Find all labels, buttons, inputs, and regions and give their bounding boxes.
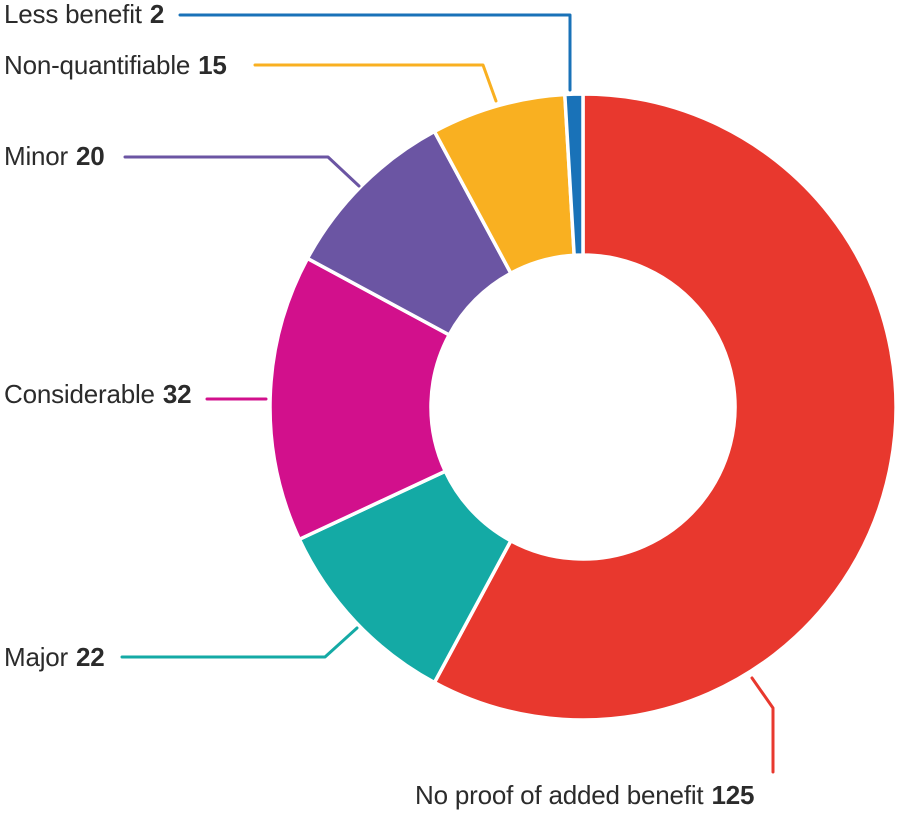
legend-item-no-proof-of-added-benefit: No proof of added benefit 125 [415, 780, 755, 811]
leader-line-major [120, 626, 359, 659]
legend-label: Considerable [4, 379, 155, 409]
legend-label: Less benefit [4, 0, 142, 29]
leader-line-minor [123, 155, 361, 188]
legend-label: Non-quantifiable [4, 50, 191, 80]
legend-value: 20 [76, 141, 105, 171]
leader-line-less-benefit [178, 13, 572, 92]
leader-line-no-proof [750, 676, 775, 774]
legend-item-less-benefit: Less benefit 2 [4, 0, 164, 30]
legend-label: Major [4, 642, 69, 672]
donut-segment-less-benefit [562, 92, 585, 258]
legend-label: No proof of added benefit [415, 780, 704, 810]
donut-segment-considerable [268, 256, 452, 542]
legend-item-non-quantifiable: Non-quantifiable 15 [4, 50, 227, 81]
legend-value: 125 [711, 780, 755, 810]
legend-item-considerable: Considerable 32 [4, 379, 192, 410]
legend-value: 2 [149, 0, 165, 29]
donut-segment-no-proof-of-added-benefit [432, 92, 898, 722]
legend-item-major: Major 22 [4, 642, 105, 673]
legend-item-minor: Minor 20 [4, 141, 105, 172]
legend-label: Minor [4, 141, 69, 171]
legend-value: 22 [76, 642, 105, 672]
leader-line-non-quantifiable [253, 63, 498, 103]
legend-value: 15 [198, 50, 227, 80]
legend-value: 32 [162, 379, 192, 409]
donut-segments [268, 92, 898, 722]
